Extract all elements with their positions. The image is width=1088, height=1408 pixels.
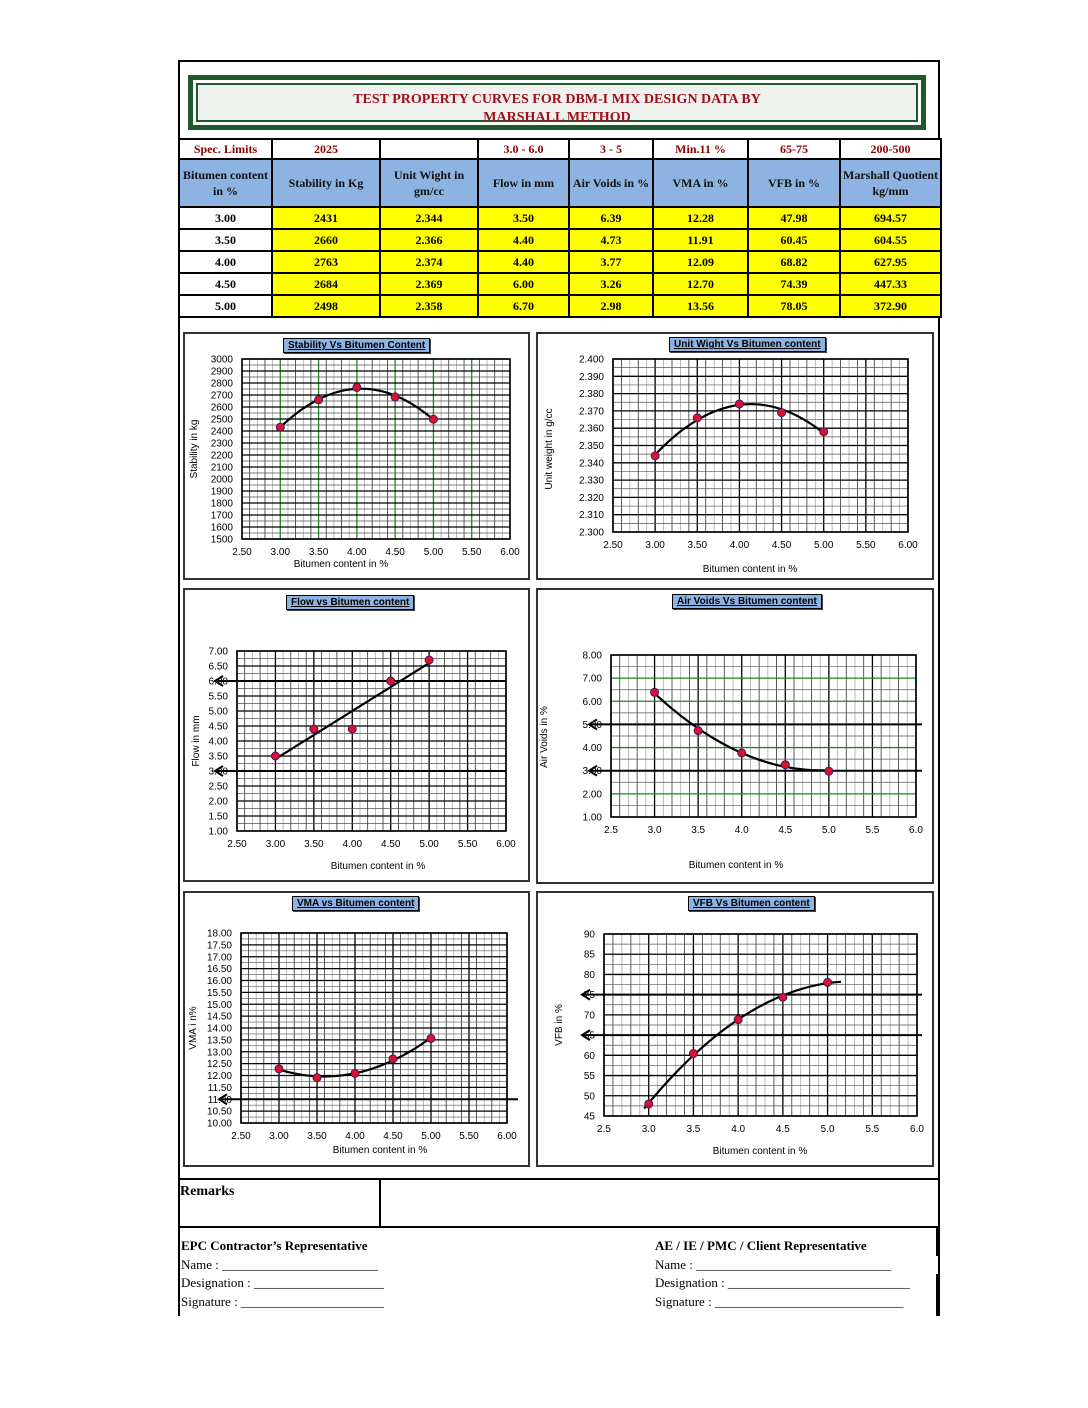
chart-title: Stability Vs Bitumen Content — [283, 338, 431, 353]
table-cell: 4.73 — [568, 228, 654, 252]
column-header: Stability in Kg — [271, 158, 381, 208]
chart-title: VMA vs Bitumen content — [292, 896, 420, 911]
client-signature-field[interactable]: Signature : ____________________________… — [655, 1293, 904, 1309]
table-cell: 2.344 — [379, 206, 479, 230]
table-cell: 3.50 — [178, 228, 273, 252]
table-cell: 12.70 — [652, 272, 749, 296]
column-header: Unit Wight in gm/cc — [379, 158, 479, 208]
table-cell: 13.56 — [652, 294, 749, 318]
table-cell: 2684 — [271, 272, 381, 296]
frame-edge — [936, 1274, 938, 1316]
table-cell: 372.90 — [839, 294, 942, 318]
column-header: VMA in % — [652, 158, 749, 208]
spec-cell: Min.11 % — [652, 138, 749, 160]
unit-weight-chart — [536, 332, 934, 580]
table-cell: 6.39 — [568, 206, 654, 230]
table-cell: 627.95 — [839, 250, 942, 274]
table-cell: 12.28 — [652, 206, 749, 230]
column-header: Bitumen content in % — [178, 158, 273, 208]
table-cell: 4.40 — [477, 228, 570, 252]
column-header: Flow in mm — [477, 158, 570, 208]
remarks-label: Remarks — [180, 1184, 235, 1199]
table-cell: 2.369 — [379, 272, 479, 296]
column-header-row: Bitumen content in % Stability in Kg Uni… — [178, 158, 942, 208]
client-heading: AE / IE / PMC / Client Representative — [655, 1238, 867, 1253]
table-cell: 2.374 — [379, 250, 479, 274]
contractor-signature-block: EPC Contractor’s Representative Name : _… — [181, 1237, 481, 1311]
contractor-designation-field[interactable]: Designation : ____________________ — [181, 1275, 384, 1290]
table-cell: 604.55 — [839, 228, 942, 252]
table-row: 4.00 2763 2.374 4.40 3.77 12.09 68.82 627.95 — [178, 250, 942, 274]
table-cell: 2498 — [271, 294, 381, 318]
spec-cell: Spec. Limits — [178, 138, 273, 160]
title-banner: TEST PROPERTY CURVES FOR DBM-I MIX DESIG… — [188, 75, 926, 130]
client-designation-field[interactable]: Designation : __________________________… — [655, 1275, 910, 1290]
chart-title: Flow vs Bitumen content — [286, 595, 415, 610]
title-line-1: TEST PROPERTY CURVES FOR DBM-I MIX DESIG… — [353, 92, 761, 107]
table-cell: 68.82 — [747, 250, 841, 274]
remarks-row: Remarks — [178, 1178, 940, 1228]
table-cell: 694.57 — [839, 206, 942, 230]
frame-edge — [936, 1228, 938, 1256]
table-row: 3.00 2431 2.344 3.50 6.39 12.28 47.98 694.57 — [178, 206, 942, 230]
client-name-field[interactable]: Name : ______________________________ — [655, 1256, 892, 1272]
title-line-2: MARSHALL METHOD — [483, 110, 631, 125]
remarks-field[interactable] — [382, 1180, 938, 1226]
column-header: Air Voids in % — [568, 158, 654, 208]
table-cell: 4.00 — [178, 250, 273, 274]
document-frame — [178, 60, 940, 1316]
spec-cell: 2025 — [271, 138, 381, 160]
table-cell: 3.00 — [178, 206, 273, 230]
spec-cell: 3.0 - 6.0 — [477, 138, 570, 160]
stability-chart — [183, 332, 530, 580]
column-header: VFB in % — [747, 158, 841, 208]
table-cell: 2.98 — [568, 294, 654, 318]
table-cell: 47.98 — [747, 206, 841, 230]
table-row: 4.50 2684 2.369 6.00 3.26 12.70 74.39 447.33 — [178, 272, 942, 296]
vfb-chart — [536, 891, 934, 1167]
table-cell: 2763 — [271, 250, 381, 274]
client-signature-block: AE / IE / PMC / Client Representative Na… — [655, 1237, 945, 1311]
table-cell: 447.33 — [839, 272, 942, 296]
table-cell: 3.77 — [568, 250, 654, 274]
table-cell: 74.39 — [747, 272, 841, 296]
table-cell: 2660 — [271, 228, 381, 252]
spec-cell: 65-75 — [747, 138, 841, 160]
table-cell: 4.50 — [178, 272, 273, 296]
spec-cell: 200-500 — [839, 138, 942, 160]
contractor-name-field[interactable]: Name : ________________________ — [181, 1256, 379, 1272]
remarks-divider — [379, 1178, 381, 1228]
spec-cell — [379, 138, 479, 160]
chart-title: VFB Vs Bitumen content — [688, 896, 815, 911]
contractor-signature-field[interactable]: Signature : ______________________ — [181, 1293, 384, 1309]
table-row: 3.50 2660 2.366 4.40 4.73 11.91 60.45 604.55 — [178, 228, 942, 252]
air-voids-chart — [536, 588, 934, 884]
flow-chart — [183, 588, 530, 882]
table-cell: 11.91 — [652, 228, 749, 252]
table-cell: 2431 — [271, 206, 381, 230]
contractor-heading: EPC Contractor’s Representative — [181, 1238, 368, 1253]
table-cell: 6.70 — [477, 294, 570, 318]
mix-design-table: Spec. Limits 2025 3.0 - 6.0 3 - 5 Min.11… — [178, 138, 942, 318]
table-cell: 2.358 — [379, 294, 479, 318]
table-cell: 78.05 — [747, 294, 841, 318]
chart-title: Air Voids Vs Bitumen content — [672, 594, 822, 609]
table-cell: 60.45 — [747, 228, 841, 252]
table-cell: 2.366 — [379, 228, 479, 252]
table-cell: 4.40 — [477, 250, 570, 274]
vma-chart — [183, 891, 530, 1167]
table-cell: 6.00 — [477, 272, 570, 296]
spec-cell: 3 - 5 — [568, 138, 654, 160]
table-cell: 5.00 — [178, 294, 273, 318]
table-cell: 3.50 — [477, 206, 570, 230]
column-header: Marshall Quotient kg/mm — [839, 158, 942, 208]
table-cell: 3.26 — [568, 272, 654, 296]
table-row: 5.00 2498 2.358 6.70 2.98 13.56 78.05 372.90 — [178, 294, 942, 318]
spec-limits-row: Spec. Limits 2025 3.0 - 6.0 3 - 5 Min.11… — [178, 138, 942, 160]
chart-title: Unit Wight Vs Bitumen content — [669, 337, 826, 352]
table-cell: 12.09 — [652, 250, 749, 274]
